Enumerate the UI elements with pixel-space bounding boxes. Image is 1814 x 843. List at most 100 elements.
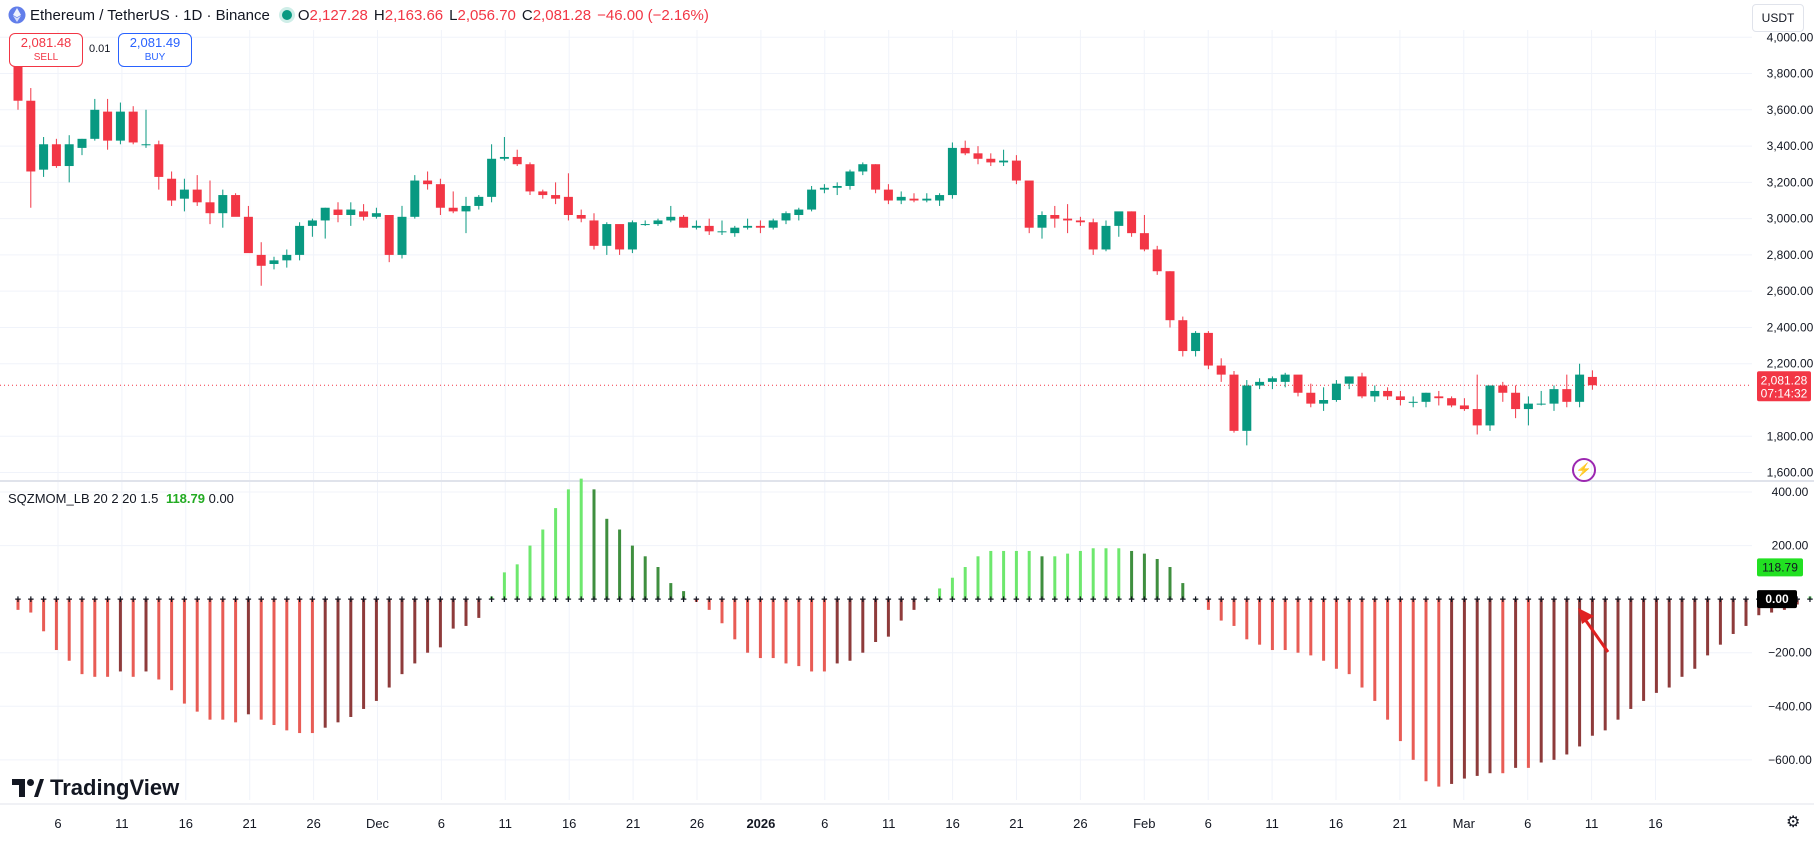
gear-icon[interactable]: ⚙ [1786,814,1801,831]
last-price-label: 2,081.28 [1761,373,1808,387]
momentum-bar [1526,599,1530,768]
candle-body [307,220,317,226]
momentum-bar [784,599,788,664]
candle-body [1229,374,1239,431]
squeeze-dot: + [1487,594,1493,606]
time-axis-label: 16 [945,816,959,831]
candle-body [1306,392,1316,404]
time-axis-label: 21 [626,816,640,831]
squeeze-dot: + [1231,594,1237,606]
candle-body [320,207,330,221]
time-axis-label: Mar [1453,816,1476,831]
candle-body [1075,220,1085,223]
momentum-bar [643,556,647,600]
lightning-icon[interactable]: ⚡ [1572,458,1596,482]
squeeze-dot: + [450,594,456,606]
squeeze-dot: + [949,594,955,606]
squeeze-dot: + [1448,594,1454,606]
buy-button[interactable]: 2,081.49 BUY [118,33,192,67]
squeeze-dot: + [335,594,341,606]
squeeze-dot: + [181,594,187,606]
momentum-bar [285,599,289,731]
candle-body [858,164,868,172]
high-label: H [373,6,385,24]
candle-body [218,195,228,214]
momentum-bar [1680,599,1684,677]
squeeze-dot: + [1320,594,1326,606]
momentum-bar [477,599,481,618]
candle-body [461,205,471,212]
sell-label: SELL [33,52,59,63]
squeeze-dot: + [821,594,827,606]
currency-selector[interactable]: USDT [1752,4,1804,32]
momentum-bar [899,599,903,621]
candle-body [128,111,138,143]
indicator-value-squeeze: 0.00 [208,491,234,506]
momentum-bar [1667,599,1671,688]
candle-body [807,189,817,210]
indicator-legend[interactable]: SQZMOM_LB 20 2 20 1.5 118.79 0.00 [8,491,234,506]
momentum-bar [1590,599,1594,736]
momentum-bar [938,588,942,600]
momentum-bar [630,545,634,600]
momentum-bar [374,599,378,701]
squeeze-dot: + [1576,594,1582,606]
spread-value: 0.01 [89,43,111,55]
squeeze-dot: + [1397,594,1403,606]
candle-body [743,225,753,228]
squeeze-dot: + [1269,594,1275,606]
momentum-bar [1091,548,1095,600]
squeeze-dot: + [1154,594,1160,606]
squeeze-dot: + [719,594,725,606]
sell-button[interactable]: 2,081.48 SELL [9,33,83,67]
candle-body [704,225,714,232]
symbol-title[interactable]: Ethereum / TetherUS · 1D · Binance [30,6,270,24]
momentum-bar [400,599,404,675]
open-label: O [297,6,310,24]
squeeze-dot: + [1128,594,1134,606]
squeeze-dot: + [104,594,110,606]
squeeze-dot: + [1436,594,1442,606]
momentum-bar [464,599,468,626]
candle-body [256,254,266,266]
squeeze-dot: + [1218,594,1224,606]
squeeze-dot: + [348,594,354,606]
momentum-bar [1053,556,1057,600]
squeeze-dot: + [53,594,59,606]
price-axis-label: 3,400.00 [1767,139,1814,153]
squeeze-dot: + [642,594,648,606]
squeeze-dot: + [975,594,981,606]
momentum-bar [1565,599,1569,755]
brand-name: TradingView [50,775,180,800]
momentum-bar [259,599,263,720]
countdown-label: 07:14:32 [1761,386,1808,400]
candle-body [51,144,61,167]
candle-body [730,227,740,234]
candle-body [602,224,612,246]
momentum-bar [1718,599,1722,645]
momentum-bar [963,567,967,600]
candle-body [896,196,906,201]
candle-body [397,216,407,255]
squeeze-dot: + [1103,594,1109,606]
price-axis-label: 3,200.00 [1767,175,1814,189]
candle-body [1203,332,1213,366]
time-axis-label: 6 [1205,816,1212,831]
momentum-bar [1283,599,1287,651]
indicator-value-momentum: 118.79 [165,491,205,506]
candle-body [525,164,535,192]
candle-body [243,216,253,254]
squeeze-dot: + [373,594,379,606]
squeeze-dot: + [616,594,622,606]
candle-body [167,178,177,201]
candle-body [1267,378,1277,382]
momentum-bar [1040,556,1044,600]
squeeze-dot: + [1589,594,1595,606]
ethereum-icon [8,6,26,24]
candle-body [1370,390,1380,397]
momentum-bar [29,599,33,613]
candle-body [346,209,356,216]
squeeze-dot: + [1333,594,1339,606]
